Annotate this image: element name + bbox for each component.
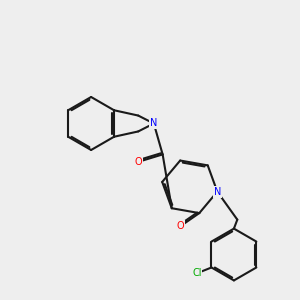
Text: N: N: [214, 187, 221, 197]
Text: Cl: Cl: [192, 268, 202, 278]
Text: O: O: [176, 221, 184, 231]
Text: O: O: [135, 157, 142, 167]
Text: N: N: [150, 118, 158, 128]
